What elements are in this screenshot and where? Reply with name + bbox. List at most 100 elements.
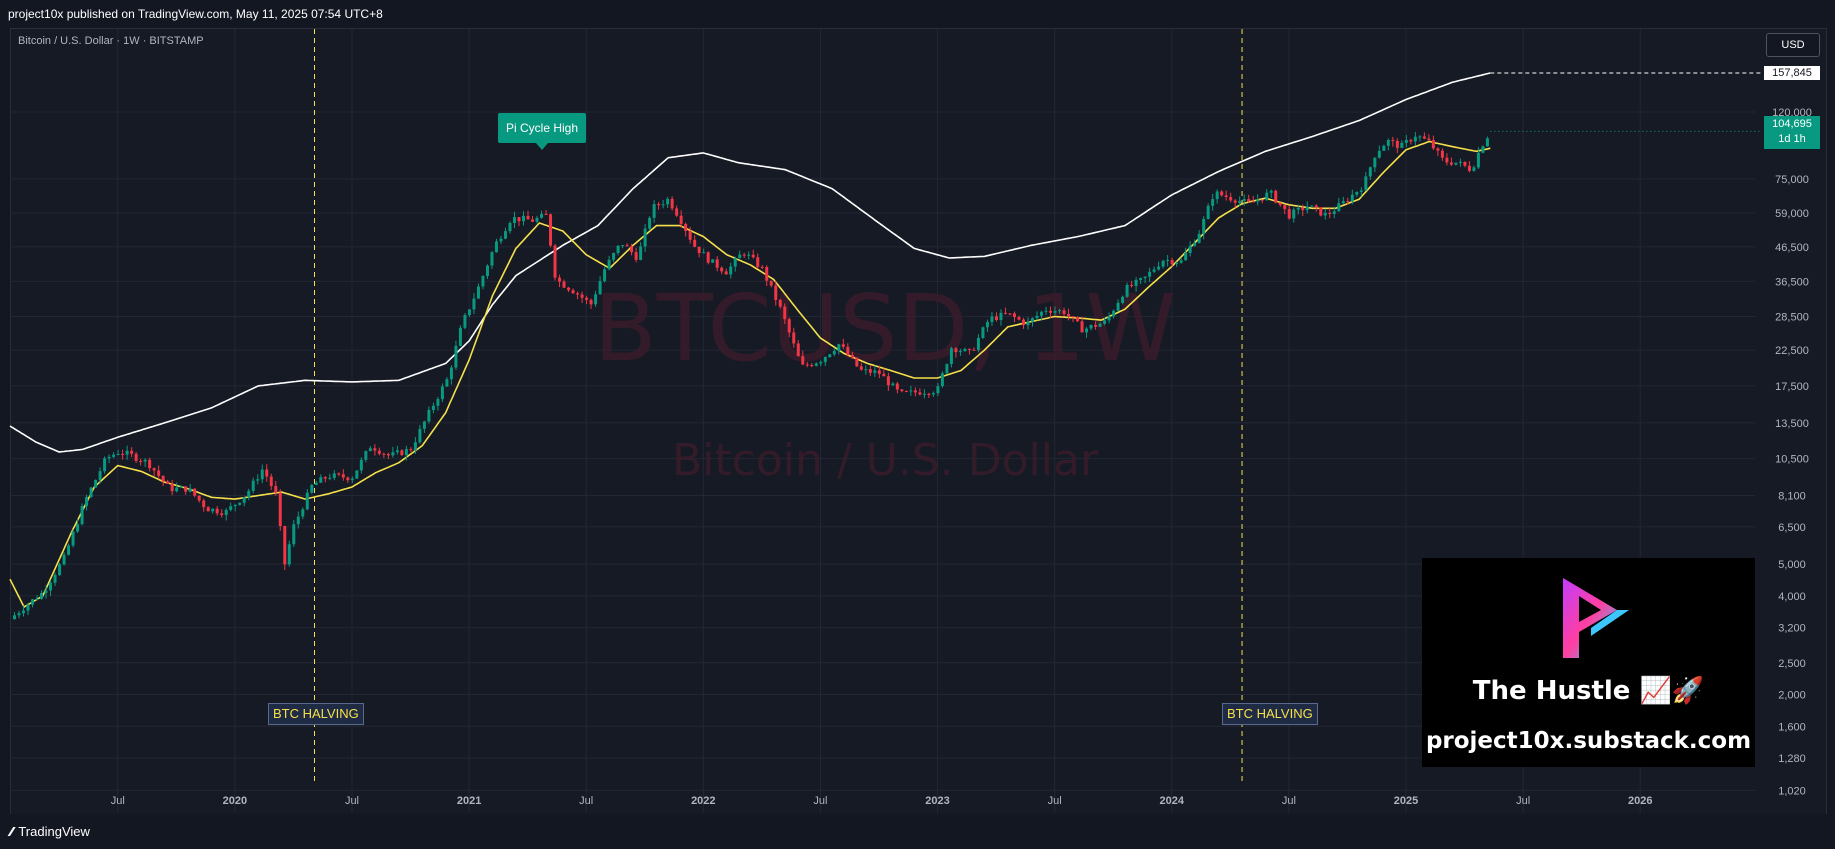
candle-body xyxy=(1247,199,1251,202)
candle-body xyxy=(1296,207,1300,210)
candle-body xyxy=(40,592,44,599)
candle-body xyxy=(1116,302,1120,311)
candle-body xyxy=(855,357,859,367)
candle-body xyxy=(1395,140,1399,148)
candle-body xyxy=(301,509,305,517)
candle-body xyxy=(1067,313,1071,317)
candle-body xyxy=(949,348,953,365)
promo-url[interactable]: project10x.substack.com xyxy=(1425,728,1752,754)
candle-body xyxy=(1193,242,1197,246)
currency-selector[interactable]: USD xyxy=(1766,33,1820,57)
candle-body xyxy=(157,470,161,476)
candle-body xyxy=(1449,162,1453,165)
candle-body xyxy=(467,309,471,315)
candle-body xyxy=(999,312,1003,320)
candle-body xyxy=(981,327,985,338)
candle-body xyxy=(967,348,971,350)
candle-body xyxy=(1040,311,1044,316)
y-tick-label: 59,000 xyxy=(1775,208,1809,220)
candle-body xyxy=(292,524,296,545)
candle-body xyxy=(1413,136,1417,142)
y-tick-label: 10,500 xyxy=(1775,454,1809,466)
candle-body xyxy=(490,252,494,266)
candle-body xyxy=(278,492,282,527)
candle-body xyxy=(436,399,440,406)
candle-body xyxy=(94,479,98,488)
candle-body xyxy=(202,500,206,508)
candle-body xyxy=(1148,271,1152,277)
tradingview-brand[interactable]: ⁄⁄ TradingView xyxy=(10,824,90,839)
candle-body xyxy=(918,392,922,395)
candle-body xyxy=(1305,206,1309,211)
candle-body xyxy=(1089,324,1093,329)
candle-body xyxy=(463,314,467,328)
candle-body xyxy=(1026,321,1030,326)
candle-body xyxy=(1012,313,1016,318)
candle-body xyxy=(895,383,899,390)
candle-body xyxy=(1233,200,1237,203)
candle-body xyxy=(1035,315,1039,319)
candle-body xyxy=(175,487,179,492)
x-tick-label: Jul xyxy=(1516,795,1530,807)
candle-body xyxy=(499,238,503,242)
x-tick-label: 2020 xyxy=(223,795,247,807)
x-tick-label: Jul xyxy=(1048,795,1062,807)
y-tick-label: 2,000 xyxy=(1778,690,1806,702)
y-tick-label: 5,000 xyxy=(1778,559,1806,571)
candle-body xyxy=(1278,202,1282,205)
candle-body xyxy=(724,271,728,275)
candle-body xyxy=(531,219,535,222)
candle-body xyxy=(558,277,562,282)
candle-body xyxy=(1467,165,1471,171)
candle-body xyxy=(877,370,881,374)
candle-body xyxy=(242,497,246,503)
symbol-title[interactable]: Bitcoin / U.S. Dollar · 1W · BITSTAMP xyxy=(18,35,204,47)
candle-body xyxy=(211,508,215,512)
candle-body xyxy=(1125,284,1129,297)
candle-body xyxy=(688,230,692,240)
candle-body xyxy=(882,373,886,377)
candle-body xyxy=(661,204,665,206)
candle-body xyxy=(805,364,809,366)
y-tick-label: 2,500 xyxy=(1778,658,1806,670)
candle-body xyxy=(1202,219,1206,234)
candle-body xyxy=(166,481,170,484)
y-tick-label: 75,000 xyxy=(1775,174,1809,186)
candle-body xyxy=(1139,278,1143,280)
candle-body xyxy=(783,306,787,320)
candle-body xyxy=(1292,209,1296,219)
candle-body xyxy=(553,245,557,278)
candle-body xyxy=(1418,136,1422,138)
candle-body xyxy=(1166,260,1170,262)
candle-body xyxy=(571,290,575,294)
candle-body xyxy=(62,554,66,565)
candle-body xyxy=(413,442,417,451)
pi-cycle-white-line xyxy=(9,72,1491,453)
candle-body xyxy=(1094,324,1098,327)
candle-body xyxy=(161,475,165,482)
candle-body xyxy=(148,459,152,469)
candle-body xyxy=(1265,192,1269,200)
candle-body xyxy=(476,286,480,299)
candle-body xyxy=(274,486,278,493)
candle-body xyxy=(652,204,656,218)
candle-body xyxy=(305,492,309,510)
publisher-bar: project10x published on TradingView.com,… xyxy=(0,0,1835,28)
candle-body xyxy=(720,267,724,272)
candle-body xyxy=(260,469,264,480)
candle-body xyxy=(1404,140,1408,143)
candle-body xyxy=(71,531,75,546)
candle-body xyxy=(1409,140,1413,142)
publisher-text: project10x published on TradingView.com,… xyxy=(8,7,383,21)
candle-body xyxy=(1310,205,1314,207)
candle-body xyxy=(67,545,71,555)
candle-body xyxy=(1364,176,1368,191)
candle-body xyxy=(1359,190,1363,192)
candle-body xyxy=(512,217,516,223)
candle-body xyxy=(1058,310,1062,312)
candle-body xyxy=(283,526,287,565)
pi-cycle-yellow-line xyxy=(9,140,1491,609)
candle-body xyxy=(1008,313,1012,315)
candle-body xyxy=(341,474,345,478)
candle-body xyxy=(562,281,566,288)
